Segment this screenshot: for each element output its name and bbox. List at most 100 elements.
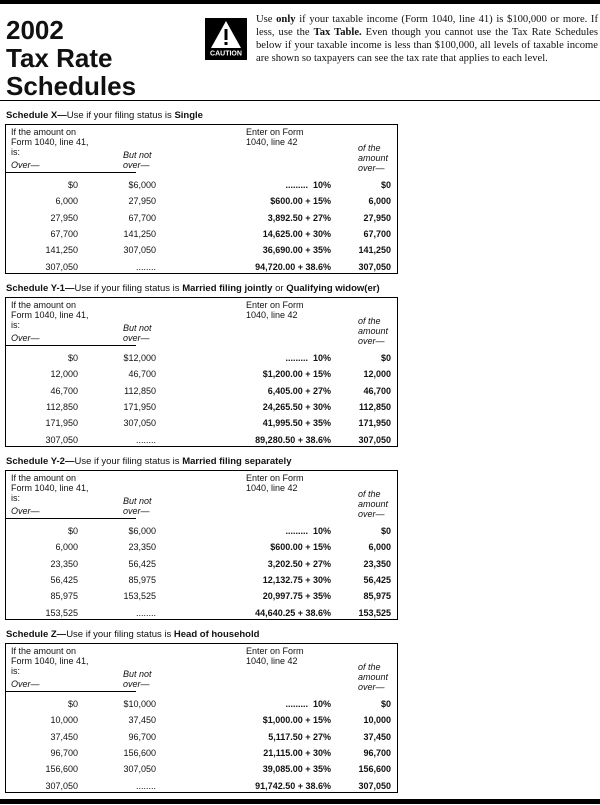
table-cell: 6,000: [55, 542, 78, 553]
column-header: Enter on Form 1040, line 42: [246, 646, 304, 666]
table-cell: $0: [380, 526, 391, 536]
table-cell: $600.00 + 15%: [270, 542, 331, 553]
table-cell: 307,050: [123, 764, 156, 775]
table-cell: 56,425: [50, 574, 78, 585]
title-line: Schedules: [6, 71, 137, 101]
table-cell: $0: [380, 353, 391, 363]
table-cell: 156,600: [123, 747, 156, 758]
table-cell: 96,700: [50, 747, 78, 758]
column-header: If the amount on Form 1040, line 41, is:: [11, 300, 89, 330]
column-header: But not over—: [123, 496, 152, 516]
table-cell: 41,995.50 + 35%: [262, 418, 331, 429]
intro-bold: only: [276, 14, 296, 25]
column-header: of the amount over—: [358, 489, 389, 519]
heading-part: or: [272, 283, 287, 294]
column-header: Over—: [11, 160, 40, 170]
table-cell: $0: [67, 526, 78, 536]
column-header: But not over—: [123, 669, 152, 689]
section-rule: [0, 100, 600, 101]
table-cell: 96,700: [363, 747, 391, 758]
column-header: But not over—: [123, 150, 152, 170]
table-cell: 6,000: [368, 196, 391, 207]
table-cell: ......... 10%: [285, 180, 331, 190]
table-cell: 85,975: [363, 591, 391, 602]
table-cell: 23,350: [50, 558, 78, 569]
table-cell: ......... 10%: [285, 699, 331, 709]
intro: Use only if your taxable income (Form 10…: [256, 13, 598, 65]
table-cell: 112,850: [124, 385, 156, 396]
table-cell: $0: [67, 180, 78, 190]
schedule-table: If the amount on Form 1040, line 41, is:…: [5, 643, 398, 793]
heading-part: Married filing jointly: [182, 283, 273, 294]
table-cell: 307,050: [358, 434, 391, 445]
heading-part: Use if your filing status is: [74, 283, 183, 294]
intro-text: Use: [256, 14, 277, 25]
heading-part: Use if your filing status is: [66, 110, 175, 121]
table-cell: ......... 10%: [285, 526, 331, 536]
table-cell: $6,000: [128, 180, 156, 190]
table-cell: 12,000: [50, 369, 78, 380]
table-cell: 307,050: [358, 780, 391, 791]
table-cell: 141,250: [45, 245, 78, 256]
table-cell: $12,000: [123, 353, 156, 363]
table-cell: 307,050: [123, 418, 156, 429]
caution-label: CAUTION: [210, 51, 242, 58]
column-header: Over—: [11, 506, 40, 516]
heading-part: Schedule Z—: [6, 629, 67, 640]
table-cell: 46,700: [50, 385, 78, 396]
table-cell: 3,892.50 + 27%: [267, 212, 331, 223]
header-rule: [6, 691, 136, 692]
table-cell: 89,280.50 + 38.6%: [255, 434, 331, 445]
table-cell: 46,700: [363, 385, 391, 396]
schedule-heading: Schedule Y-1—Use if your filing status i…: [6, 283, 380, 294]
table-cell: $0: [67, 353, 78, 363]
table-cell: ........: [135, 434, 156, 445]
schedule-heading: Schedule Y-2—Use if your filing status i…: [6, 456, 291, 467]
table-cell: 307,050: [358, 261, 391, 272]
table-cell: 112,850: [358, 401, 391, 412]
intro-text: Even though you cannot use the Tax Rate …: [256, 27, 598, 64]
heading-part: Use if your filing status is: [66, 629, 174, 640]
table-cell: 27,950: [363, 212, 391, 223]
table-cell: 36,690.00 + 35%: [262, 245, 331, 256]
bottom-rule: [0, 799, 600, 804]
table-cell: 14,625.00 + 30%: [262, 228, 331, 239]
table-cell: 85,975: [50, 591, 78, 602]
table-cell: ........: [135, 780, 156, 791]
table-cell: 27,950: [128, 196, 156, 207]
table-cell: 156,600: [358, 764, 391, 775]
table-cell: $0: [380, 180, 391, 190]
heading-part: Qualifying widow(er): [286, 283, 380, 294]
heading-part: Schedule Y-2—: [6, 456, 75, 467]
table-cell: 10,000: [50, 715, 78, 726]
table-cell: 37,450: [50, 731, 78, 742]
table-cell: 24,265.50 + 30%: [262, 401, 331, 412]
table-cell: 21,115.00 + 30%: [263, 747, 331, 758]
column-header: of the amount over—: [358, 662, 389, 692]
table-cell: 39,085.00 + 35%: [262, 764, 331, 775]
table-cell: 67,700: [363, 228, 391, 239]
schedule-heading: Schedule X—Use if your filing status is …: [6, 110, 203, 121]
heading-part: Head of household: [173, 629, 260, 640]
column-header: of the amount over—: [358, 143, 389, 173]
column-header: If the amount on Form 1040, line 41, is:: [11, 473, 89, 503]
table-cell: 307,050: [45, 261, 78, 272]
intro-text: if your taxable income (Form 1040, line …: [256, 14, 598, 38]
table-cell: 23,350: [363, 558, 391, 569]
header-rule: [6, 345, 136, 346]
schedule-table: If the amount on Form 1040, line 41, is:…: [5, 124, 398, 274]
table-cell: 171,950: [358, 418, 391, 429]
heading-part: Schedule Y-1—: [6, 283, 75, 294]
table-cell: ......... 10%: [285, 353, 331, 363]
table-cell: 91,742.50 + 38.6%: [255, 780, 331, 791]
table-cell: 96,700: [128, 731, 156, 742]
column-header: Enter on Form 1040, line 42: [246, 473, 304, 493]
column-header: If the amount on Form 1040, line 41, is:: [11, 127, 89, 157]
schedule-heading: Schedule Z—Use if your filing status is …: [6, 629, 259, 640]
table-cell: 20,997.75 + 35%: [262, 591, 331, 602]
caution-icon: CAUTION: [205, 18, 247, 60]
table-cell: 37,450: [128, 715, 156, 726]
table-cell: 6,000: [55, 196, 78, 207]
table-cell: 171,950: [45, 418, 78, 429]
